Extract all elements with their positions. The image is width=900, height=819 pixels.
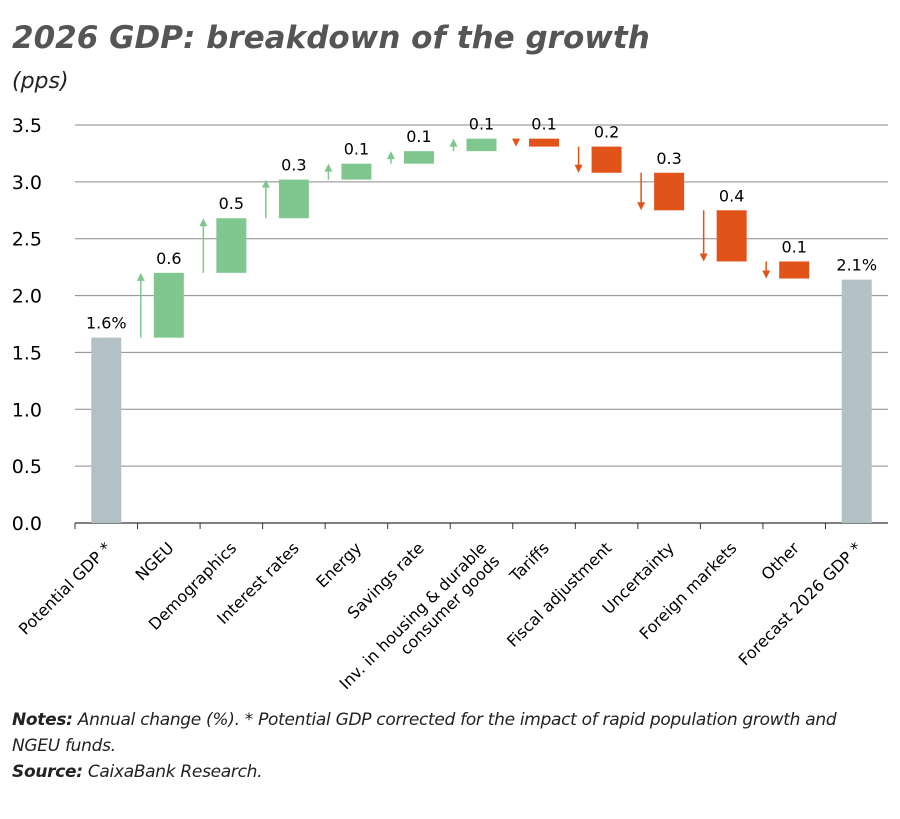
notes: Notes: Annual change (%). * Potential GD… [12, 707, 872, 785]
bar [779, 261, 810, 279]
y-tick-label: 0.0 [12, 513, 42, 535]
x-tick-label: Fiscal adjustment [503, 538, 615, 650]
bar [91, 337, 122, 523]
value-label: 0.1 [781, 237, 806, 256]
value-label: 1.6% [86, 314, 127, 333]
y-tick-label: 1.5 [12, 342, 42, 364]
value-label: 0.4 [719, 186, 744, 205]
arrow-head [637, 202, 646, 211]
chart-title: 2026 GDP: breakdown of the growth [12, 20, 650, 56]
y-tick-label: 0.5 [12, 456, 42, 478]
arrow-head [136, 272, 145, 281]
x-tick-label: Tariffs [505, 538, 553, 586]
arrow-head [449, 138, 458, 147]
chart: 2026 GDP: breakdown of the growth (pps) … [12, 20, 888, 700]
bar [216, 218, 247, 273]
value-label: 2.1% [836, 256, 877, 275]
bar [529, 138, 560, 147]
arrow-head [324, 163, 333, 172]
arrow-head [199, 218, 208, 227]
x-tick-label: Forecast 2026 GDP * [735, 538, 866, 669]
arrow-head [512, 138, 521, 147]
x-tick-label: Other [757, 538, 803, 584]
value-label: 0.1 [344, 140, 369, 159]
source-text: CaixaBank Research. [87, 762, 263, 782]
bar [341, 163, 372, 180]
notes-label: Notes: [12, 710, 73, 730]
value-label: 0.5 [219, 194, 244, 213]
chart-subtitle: (pps) [12, 69, 69, 94]
value-label: 0.1 [531, 115, 556, 134]
x-tick-label: NGEU [132, 538, 178, 584]
y-tick-label: 2.5 [12, 229, 42, 251]
bar [466, 138, 497, 152]
value-label: 0.2 [594, 123, 619, 142]
value-label: 0.6 [156, 249, 181, 268]
bar [278, 179, 309, 219]
arrow-head [386, 151, 395, 160]
arrow-head [261, 179, 270, 188]
arrow-head [699, 253, 708, 262]
value-label: 0.3 [656, 149, 681, 168]
value-label: 0.1 [469, 115, 494, 134]
bar [403, 151, 434, 164]
value-label: 0.1 [406, 127, 431, 146]
value-label: 0.3 [281, 156, 306, 175]
y-tick-label: 2.0 [12, 286, 42, 308]
notes-text: Annual change (%). * Potential GDP corre… [12, 710, 837, 756]
bar [591, 146, 622, 173]
y-tick-label: 1.0 [12, 399, 42, 421]
bar [841, 279, 872, 523]
arrow-head [574, 164, 583, 173]
y-tick-label: 3.5 [12, 115, 42, 137]
source-label: Source: [12, 762, 83, 782]
source-line: Source: CaixaBank Research. [12, 759, 872, 785]
bar [716, 210, 747, 262]
y-tick-label: 3.0 [12, 172, 42, 194]
x-tick-label: Potential GDP * [15, 538, 115, 638]
x-tick-label: Inv. in housing & durableconsumer goods [336, 538, 504, 700]
notes-line: Notes: Annual change (%). * Potential GD… [12, 707, 872, 759]
bar [654, 172, 685, 211]
bar [153, 272, 184, 338]
x-tick-label: Energy [312, 538, 365, 591]
arrow-head [762, 270, 771, 279]
